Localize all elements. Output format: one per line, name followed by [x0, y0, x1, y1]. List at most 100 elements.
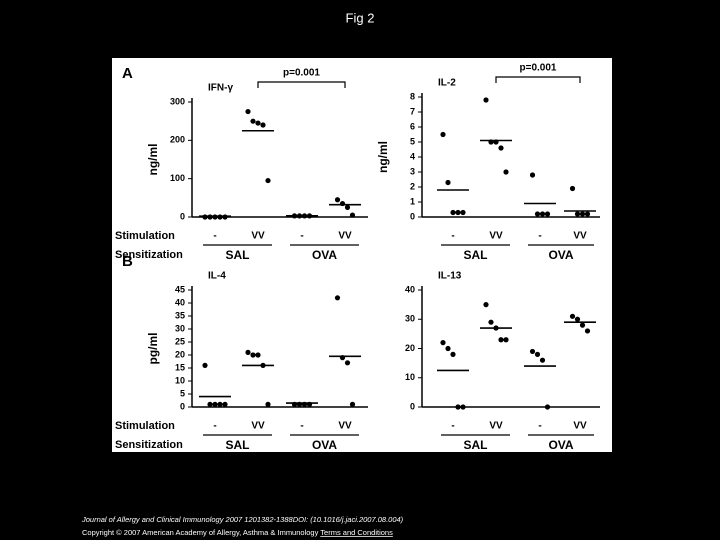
category-label: VV: [338, 421, 352, 432]
y-tick-label: 10: [175, 375, 185, 385]
data-point: [529, 348, 536, 355]
row-label: Stimulation: [115, 230, 175, 242]
data-point: [460, 404, 466, 410]
y-tick-label: 20: [175, 349, 185, 359]
terms-link[interactable]: Terms and Conditions: [320, 528, 393, 537]
category-label: VV: [251, 231, 265, 242]
data-point: [584, 328, 591, 334]
data-point: [255, 352, 261, 358]
group-label: OVA: [312, 438, 337, 452]
data-point: [445, 179, 451, 186]
y-tick-label: 45: [175, 284, 185, 294]
data-point: [255, 120, 261, 126]
y-tick-label: 6: [410, 121, 415, 131]
y-tick-label: 25: [175, 336, 185, 346]
p-value: p=0.001: [283, 68, 320, 79]
data-point: [498, 337, 504, 343]
data-point: [569, 313, 576, 319]
data-point: [260, 122, 266, 128]
data-point: [344, 360, 351, 366]
slide-title: Fig 2: [346, 10, 375, 25]
data-point: [344, 204, 351, 211]
category-label: VV: [489, 231, 503, 242]
data-point: [544, 211, 551, 217]
data-point: [534, 211, 541, 217]
data-point: [334, 295, 341, 301]
y-tick-label: 100: [170, 173, 185, 183]
y-tick-label: 7: [410, 106, 415, 116]
data-point: [534, 351, 541, 357]
data-point: [440, 340, 446, 346]
group-label: SAL: [464, 438, 488, 452]
y-tick-label: 5: [410, 136, 415, 146]
group-label: OVA: [312, 248, 337, 262]
y-tick-label: 15: [175, 362, 185, 372]
data-point: [574, 316, 581, 322]
y-axis-label: pg/ml: [146, 333, 160, 365]
y-tick-label: 30: [405, 314, 415, 324]
category-label: -: [451, 231, 454, 242]
data-point: [579, 322, 586, 328]
data-point: [202, 362, 208, 368]
data-point: [574, 211, 581, 217]
data-point: [539, 211, 546, 217]
data-point: [539, 357, 546, 363]
y-tick-label: 1: [410, 196, 415, 206]
data-point: [455, 404, 461, 410]
data-point: [217, 401, 223, 407]
data-point: [529, 172, 536, 178]
y-tick-label: 40: [175, 297, 185, 307]
category-label: VV: [489, 421, 503, 432]
category-label: -: [451, 421, 454, 432]
y-tick-label: 40: [405, 284, 415, 294]
group-label: SAL: [226, 248, 250, 262]
y-tick-label: 3: [410, 166, 415, 176]
data-point: [349, 212, 356, 218]
y-tick-label: 0: [410, 401, 415, 411]
data-point: [250, 118, 256, 124]
y-tick-label: 200: [170, 135, 185, 145]
panel-letter: B: [122, 253, 133, 270]
category-label: -: [300, 231, 303, 242]
data-point: [265, 177, 271, 184]
y-tick-label: 0: [410, 211, 415, 221]
data-point: [544, 404, 551, 410]
copyright-text: Copyright © 2007 American Academy of All…: [82, 528, 319, 537]
y-tick-label: 2: [410, 181, 415, 191]
data-point: [207, 401, 213, 407]
data-point: [334, 197, 341, 203]
data-point: [245, 108, 251, 115]
category-label: -: [213, 421, 216, 432]
data-point: [265, 401, 271, 407]
data-point: [250, 352, 256, 358]
panel-title: IL-13: [438, 271, 462, 282]
y-tick-label: 0: [180, 401, 185, 411]
data-point: [569, 185, 576, 192]
panel-title: IFN-γ: [208, 83, 233, 94]
data-point: [212, 401, 218, 407]
y-axis-label: ng/ml: [376, 141, 390, 173]
data-point: [455, 209, 461, 216]
y-tick-label: 8: [410, 91, 415, 101]
data-point: [245, 349, 251, 355]
panel-title: IL-4: [208, 271, 226, 282]
group-label: SAL: [226, 438, 250, 452]
figure: [112, 58, 612, 452]
category-label: -: [538, 421, 541, 432]
copyright: Copyright © 2007 American Academy of All…: [82, 528, 393, 537]
data-point: [450, 209, 456, 216]
category-label: VV: [573, 231, 587, 242]
row-label: Stimulation: [115, 420, 175, 432]
row-label: Sensitization: [115, 439, 183, 451]
y-tick-label: 4: [410, 151, 415, 161]
y-tick-label: 30: [175, 323, 185, 333]
data-point: [498, 145, 504, 151]
data-point: [488, 319, 494, 325]
y-tick-label: 35: [175, 310, 185, 320]
data-point: [445, 345, 451, 352]
y-axis-label: ng/ml: [146, 144, 160, 176]
y-tick-label: 10: [405, 372, 415, 382]
data-point: [483, 97, 489, 103]
y-tick-label: 300: [170, 96, 185, 106]
